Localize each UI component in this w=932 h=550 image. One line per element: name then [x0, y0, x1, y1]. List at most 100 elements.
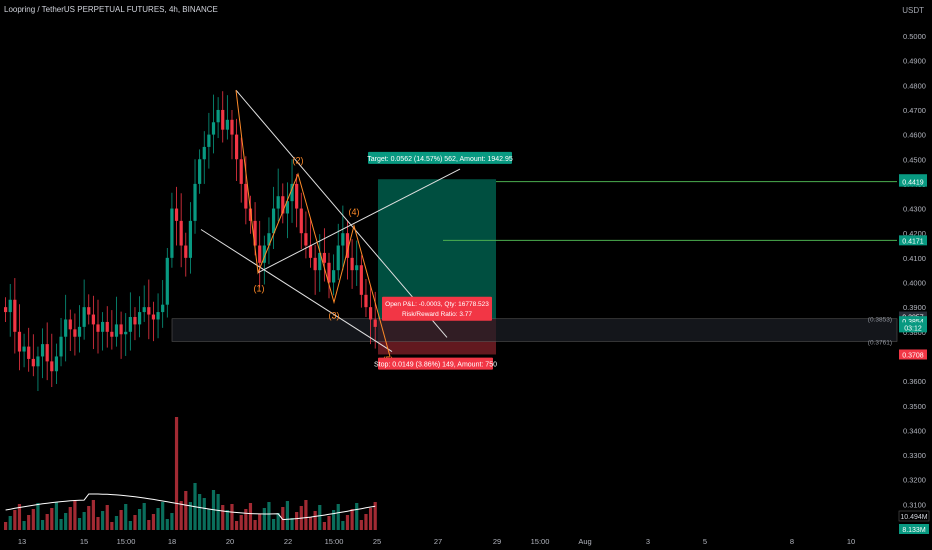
candle-body: [40, 344, 45, 357]
y-tick-label: 0.3200: [903, 476, 926, 485]
range-label: (0.3853): [868, 317, 892, 324]
x-tick-label: 20: [226, 537, 234, 546]
candle-body: [276, 196, 280, 209]
candle-body: [96, 324, 100, 332]
y-tick-label: 0.3300: [903, 451, 926, 460]
candle-body: [332, 270, 336, 283]
x-tick-label: 22: [284, 537, 292, 546]
volume-bar: [258, 514, 262, 530]
y-tick-label: 0.4300: [903, 205, 926, 214]
volume-bar: [322, 522, 326, 530]
volume-bar: [119, 510, 123, 530]
price-axis: 0.5000 0.4900 0.4800 0.4700 0.4600 0.4500 0.44…: [898, 32, 930, 534]
volume-bar: [96, 517, 100, 530]
price-mark: 03:12: [904, 325, 922, 332]
volume-bar: [147, 520, 151, 530]
chart-labels: (1)(2)(3)(4)(5)Target: 0.0562 (14.57%) 5…: [254, 151, 892, 370]
y-tick-label: 0.4700: [903, 106, 926, 115]
price-mark: 0.3708: [902, 352, 924, 359]
volume-bar: [165, 519, 169, 530]
volume-bar: [91, 500, 95, 530]
volume-bar: [64, 513, 68, 530]
price-mark-bg: [899, 349, 927, 360]
candle-body: [165, 257, 169, 305]
candle-body: [267, 233, 271, 246]
price-mark-bg: [899, 235, 927, 246]
wedge-upper-line: [235, 89, 448, 338]
volume-bar: [262, 508, 266, 530]
x-tick-label: 18: [168, 537, 176, 546]
volume-mark: 8.133M: [902, 527, 926, 534]
candle-body: [244, 183, 248, 209]
volume-bar: [68, 507, 72, 530]
y-tick-label: 0.4900: [903, 57, 926, 66]
candle-body: [318, 252, 322, 271]
volume-bar: [27, 515, 31, 530]
price-mark: 0.4171: [902, 238, 924, 245]
y-tick-label: 0.4000: [903, 279, 926, 288]
volume-bar: [253, 520, 257, 530]
volume-bar: [133, 515, 137, 530]
candle-body: [322, 252, 326, 263]
volume-bar: [40, 520, 45, 530]
x-tick-label: 15:00: [325, 537, 344, 546]
volume-bar: [188, 502, 192, 530]
candle-body: [161, 304, 165, 313]
candle-body: [142, 307, 146, 313]
volume-bar: [142, 503, 146, 530]
wave-label: (3): [329, 311, 340, 321]
open-pnl-label: Open P&L: -0.0003, Qty: 16778.523: [385, 301, 489, 308]
volume-bar: [124, 504, 128, 530]
candle-body: [77, 326, 82, 337]
candle-body: [184, 245, 188, 258]
y-tick-label: 0.4600: [903, 131, 926, 140]
candle-body: [368, 307, 373, 320]
volume-bar: [248, 503, 253, 530]
candle-body: [258, 245, 262, 263]
candle-body: [225, 119, 229, 130]
volume-bar: [318, 505, 322, 530]
rr-label: Risk/Reward Ratio: 3.77: [402, 311, 472, 318]
candle-body: [64, 319, 68, 337]
volume-bar: [36, 503, 40, 530]
volume-bar: [184, 491, 188, 530]
volume-bar: [50, 508, 54, 530]
breakout-line: [257, 168, 461, 274]
candle-body: [235, 134, 239, 160]
chart-title: Loopring / TetherUS PERPETUAL FUTURES, 4…: [4, 5, 218, 14]
volume-bar: [359, 520, 363, 530]
volume-bar: [350, 509, 354, 530]
volume-bar: [101, 511, 105, 530]
candle-body: [350, 257, 354, 271]
candle-body: [193, 183, 197, 221]
candle-body: [299, 208, 303, 234]
x-tick-label: 13: [18, 537, 26, 546]
volume-bar: [54, 502, 59, 530]
volume-mark-bg: [899, 524, 929, 534]
candle-body: [45, 344, 49, 362]
candle-body: [22, 346, 26, 352]
volume-bar: [151, 514, 156, 530]
y-tick-label: 0.5000: [903, 32, 926, 41]
candle-body: [170, 208, 174, 258]
target-label-bg: [368, 151, 512, 164]
candle-body: [17, 331, 22, 352]
candle-body: [285, 201, 290, 214]
target-label: Target: 0.0562 (14.57%) 562, Amount: 194…: [367, 156, 513, 163]
candle-body: [13, 299, 17, 332]
candle-body: [59, 336, 63, 357]
y-tick-label: 0.4100: [903, 254, 926, 263]
x-tick-label: 8: [790, 537, 794, 546]
volume-bar: [114, 516, 119, 530]
volume-bar: [17, 504, 22, 530]
y-tick-label: 0.3900: [903, 303, 926, 312]
candle-body: [31, 358, 35, 367]
x-tick-label: 15:00: [531, 537, 550, 546]
volume-bar: [156, 508, 160, 530]
volume-bar: [285, 501, 290, 530]
candle-body: [36, 356, 40, 367]
candle-body: [87, 307, 91, 315]
candle-body: [82, 307, 86, 327]
candle-body: [147, 307, 151, 315]
